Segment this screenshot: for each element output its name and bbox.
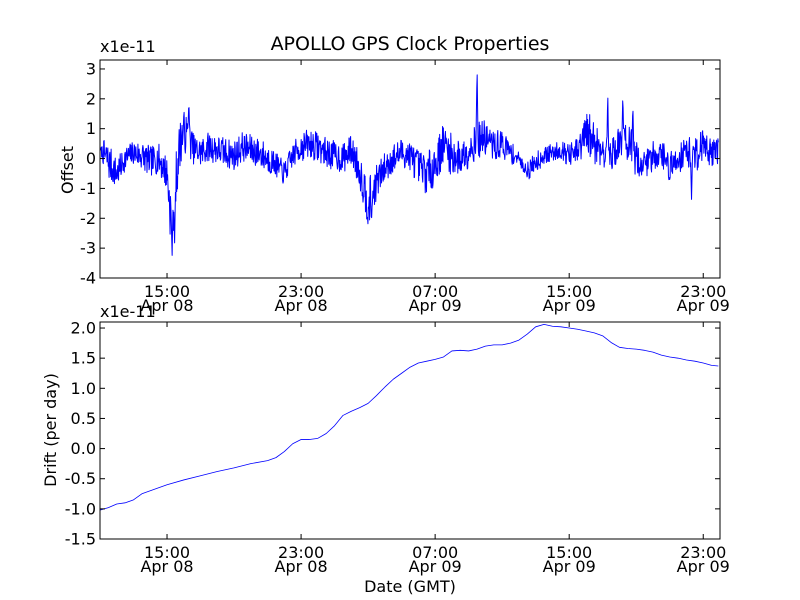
drift-y-tick-label: 1.0 [71,379,96,398]
offset-x-tick-date: Apr 09 [409,296,462,315]
offset-y-tick-label: -4 [80,269,96,288]
drift-axes-frame [99,321,721,540]
drift-x-tick-time: 23:00 [278,543,324,562]
drift-chart: x1e-11 -1.5-1.0-0.50.00.51.01.52.015:00A… [41,302,730,596]
offset-scale-label: x1e-11 [100,37,156,56]
offset-y-tick-label: 2 [86,89,96,108]
drift-y-axis-title: Drift (per day) [41,373,60,487]
offset-y-tick-label: 3 [86,59,96,78]
drift-data [100,324,719,511]
drift-y-tick-label: 2.0 [71,319,96,338]
offset-x-tick-date: Apr 08 [140,296,193,315]
offset-x-tick-time: 15:00 [546,282,592,301]
offset-x-tick-time: 15:00 [144,282,190,301]
chart-title: APOLLO GPS Clock Properties [271,33,550,55]
offset-data [100,74,719,256]
drift-x-tick-date: Apr 09 [409,557,462,576]
drift-series-line [100,324,719,511]
offset-x-tick-date: Apr 08 [275,296,328,315]
offset-axes-frame [99,59,721,279]
offset-x-tick-time: 23:00 [680,282,726,301]
offset-chart: APOLLO GPS Clock Properties x1e-11 -4 -3 -… [58,33,730,315]
drift-x-axis-title: Date (GMT) [364,577,456,596]
offset-y-tick-label: -3 [80,239,96,258]
drift-y-tick-label: 1.5 [71,349,96,368]
drift-scale-label: x1e-11 [100,302,156,321]
offset-y-tick-label: 0 [86,149,96,168]
drift-y-tick-label: -1.5 [65,530,96,549]
offset-x-tick-time: 07:00 [412,282,458,301]
drift-x-tick-date: Apr 09 [677,557,730,576]
drift-x-tick-date: Apr 09 [543,557,596,576]
drift-y-tick-label: -1.0 [65,499,96,518]
offset-y-tick-label: 1 [86,119,96,138]
offset-y-tick-label: -1 [80,179,96,198]
offset-x-tick-date: Apr 09 [677,296,730,315]
offset-y-axis-title: Offset [58,146,77,194]
offset-series-line [100,74,719,256]
drift-x-tick-date: Apr 08 [140,557,193,576]
drift-y-tick-label: -0.5 [65,469,96,488]
offset-y-tick-label: -2 [80,209,96,228]
drift-x-tick-time: 07:00 [412,543,458,562]
drift-y-tick-label: 0.5 [71,409,96,428]
drift-x-tick-time: 15:00 [144,543,190,562]
drift-x-tick-date: Apr 08 [275,557,328,576]
drift-x-tick-time: 15:00 [546,543,592,562]
offset-x-tick-time: 23:00 [278,282,324,301]
drift-y-tick-label: 0.0 [71,439,96,458]
drift-x-tick-time: 23:00 [680,543,726,562]
offset-x-tick-date: Apr 09 [543,296,596,315]
